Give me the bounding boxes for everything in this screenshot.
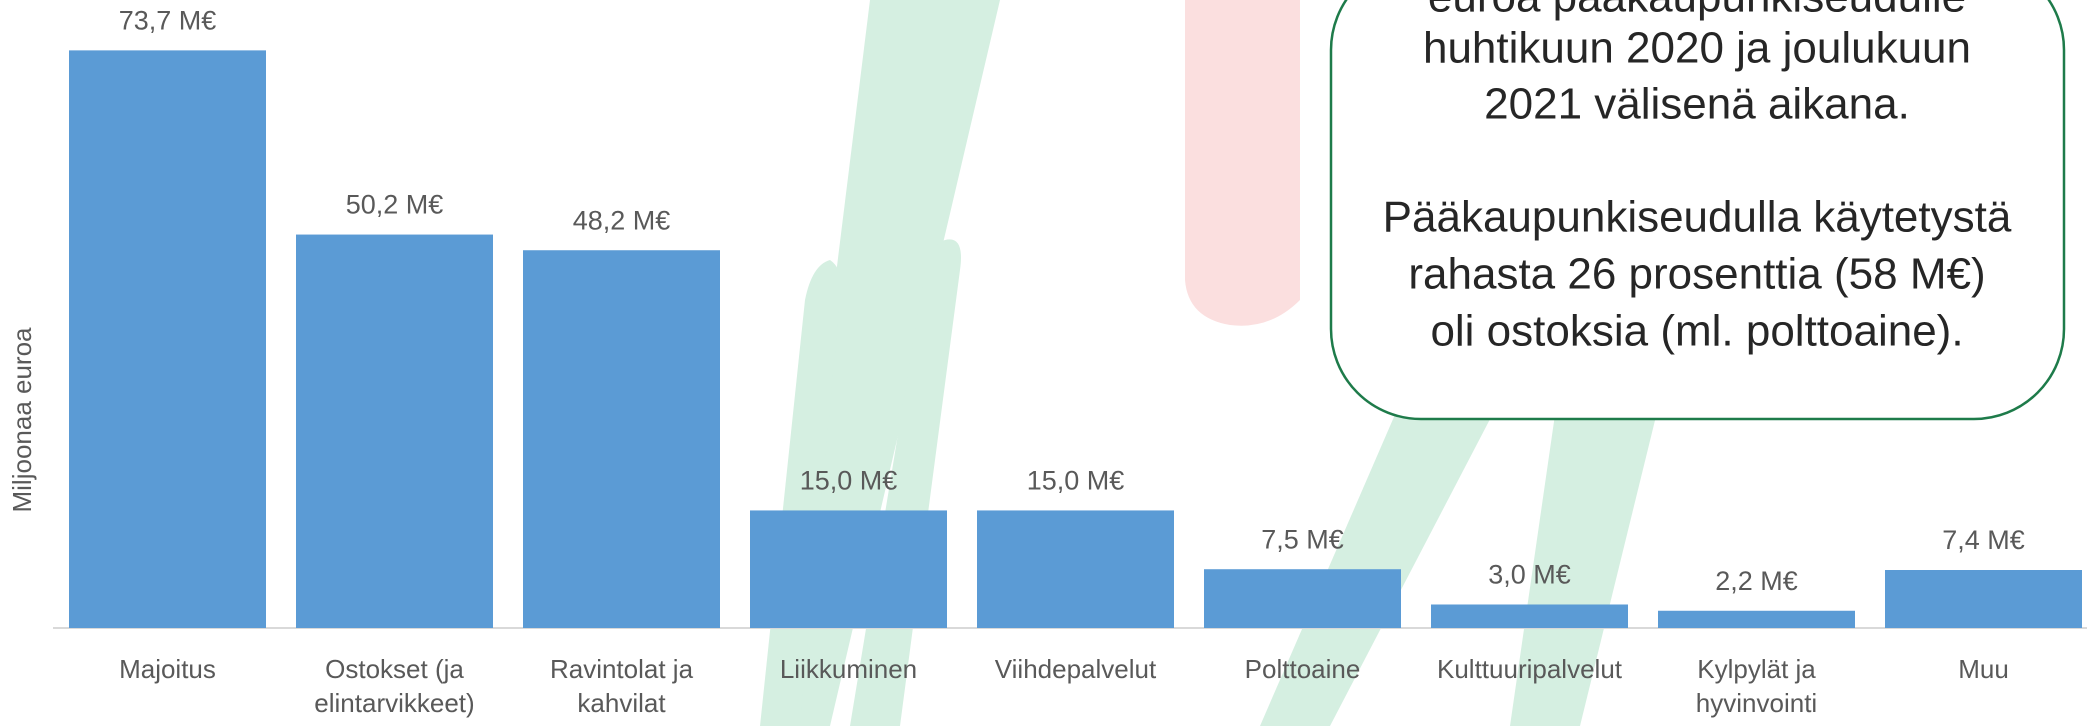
value-label: 7,4 M€ bbox=[1942, 525, 2025, 555]
x-tick-label: Ostokset (ja elintarvikkeet) bbox=[314, 654, 475, 718]
annotation-text: rahasta 26 prosenttia (58 M€) bbox=[1408, 250, 1985, 299]
value-label: 3,0 M€ bbox=[1488, 560, 1571, 590]
value-label: 48,2 M€ bbox=[573, 205, 671, 235]
x-tick-label: Muu bbox=[1958, 654, 2009, 684]
x-tick-label: Ravintolat ja kahvilat bbox=[549, 654, 694, 718]
x-tick-label: Liikkuminen bbox=[779, 654, 918, 684]
value-label: 2,2 M€ bbox=[1715, 566, 1798, 596]
value-label: 50,2 M€ bbox=[346, 190, 444, 220]
x-tick-label: Majoitus bbox=[119, 654, 216, 684]
annotation-text: 2021 välisenä aikana. bbox=[1484, 80, 1910, 129]
bar bbox=[1204, 569, 1401, 628]
annotation-text: huhtikuun 2020 ja joulukuun bbox=[1423, 24, 1971, 73]
annotation-text: oli ostoksia (ml. polttoaine). bbox=[1430, 307, 1963, 356]
annotation-text: Pääkaupunkiseudulla käytetystä bbox=[1383, 193, 2012, 242]
bar bbox=[977, 510, 1174, 628]
bar bbox=[750, 510, 947, 628]
value-label: 15,0 M€ bbox=[800, 466, 898, 496]
bar bbox=[523, 250, 720, 629]
value-label: 73,7 M€ bbox=[119, 6, 217, 36]
x-tick-label: Kulttuuripalvelut bbox=[1437, 654, 1622, 684]
x-tick-label: Viihdepalvelut bbox=[994, 654, 1157, 684]
bar bbox=[1658, 610, 1855, 628]
annotation-text: euroa pääkaupunkiseudulle bbox=[1428, 0, 1966, 22]
bar bbox=[1431, 604, 1628, 628]
x-tick-label: Kylpylät ja hyvinvointi bbox=[1695, 654, 1818, 718]
bar bbox=[296, 234, 493, 628]
y-axis-label: Miljoonaa euroa bbox=[7, 327, 37, 513]
value-label: 7,5 M€ bbox=[1261, 524, 1344, 554]
annotation-box bbox=[1329, 0, 2066, 421]
bar bbox=[1885, 570, 2082, 628]
value-label: 15,0 M€ bbox=[1027, 466, 1125, 496]
bar bbox=[69, 50, 266, 629]
x-tick-label: Polttoaine bbox=[1244, 654, 1361, 684]
